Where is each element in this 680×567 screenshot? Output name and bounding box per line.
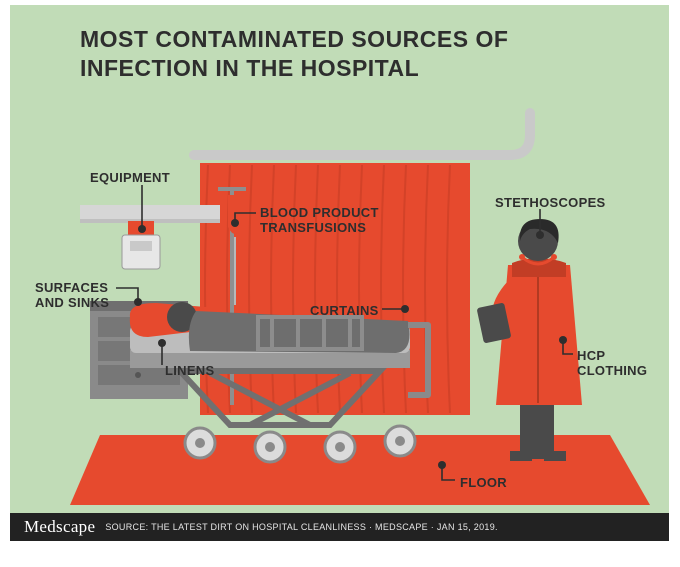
hospital-scene-illustration — [10, 5, 669, 541]
label-hcp: HCPCLOTHING — [577, 348, 647, 378]
brand-logo-text: Medscape — [24, 517, 95, 537]
footer-bar: Medscape SOURCE: THE LATEST DIRT ON HOSP… — [10, 513, 669, 541]
source-citation: SOURCE: THE LATEST DIRT ON HOSPITAL CLEA… — [105, 522, 497, 532]
label-equipment: EQUIPMENT — [90, 170, 170, 185]
label-linens: LINENS — [165, 363, 214, 378]
infographic-card: MOST CONTAMINATED SOURCES OF INFECTION I… — [10, 5, 669, 541]
label-surfaces: SURFACESAND SINKS — [35, 280, 109, 310]
label-floor: FLOOR — [460, 475, 507, 490]
label-blood: BLOOD PRODUCTTRANSFUSIONS — [260, 205, 379, 235]
label-curtains: CURTAINS — [310, 303, 379, 318]
label-stethoscopes: STETHOSCOPES — [495, 195, 606, 210]
